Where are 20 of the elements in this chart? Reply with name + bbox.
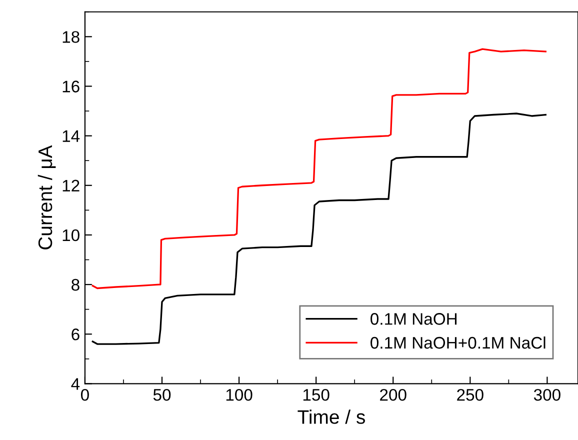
y-tick-label: 4 [71,378,80,390]
x-tick-label: 100 [226,388,252,401]
y-tick-label: 18 [62,31,80,43]
y-tick-label: 14 [62,130,80,142]
y-tick-label: 16 [62,80,80,92]
x-axis-title: Time / s [298,410,365,424]
x-tick-label: 0 [80,388,89,401]
x-tick-label: 50 [153,388,171,401]
y-tick-label: 12 [62,180,80,192]
y-tick-label: 10 [62,229,80,242]
x-tick-label: 300 [534,388,560,401]
legend-label: 0.1M NaOH [370,313,457,325]
legend-label: 0.1M NaOH+0.1M NaCl [370,336,546,349]
y-tick-label: 8 [72,278,80,291]
x-tick-label: 250 [457,388,484,401]
x-tick-label: 200 [380,388,406,401]
y-axis-title: Current / μA [38,145,56,250]
y-tick-label: 6 [72,328,80,340]
line-series [92,48,546,290]
x-tick-label: 150 [303,388,330,401]
